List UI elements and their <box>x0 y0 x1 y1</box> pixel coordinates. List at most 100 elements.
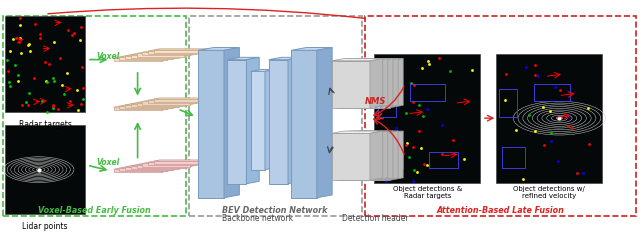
Polygon shape <box>119 56 173 57</box>
FancyBboxPatch shape <box>114 58 161 61</box>
Polygon shape <box>131 165 184 166</box>
Text: Detection header: Detection header <box>342 214 408 223</box>
Text: NMS: NMS <box>364 97 386 106</box>
Polygon shape <box>332 131 383 133</box>
FancyBboxPatch shape <box>154 161 202 164</box>
Polygon shape <box>131 53 184 55</box>
Polygon shape <box>184 52 191 57</box>
Polygon shape <box>142 51 196 52</box>
Polygon shape <box>148 161 202 162</box>
Polygon shape <box>269 57 301 60</box>
Polygon shape <box>390 131 403 180</box>
Polygon shape <box>125 104 179 105</box>
FancyBboxPatch shape <box>142 163 191 167</box>
Polygon shape <box>196 50 202 54</box>
FancyBboxPatch shape <box>142 101 191 105</box>
Polygon shape <box>114 106 168 107</box>
Polygon shape <box>137 52 191 53</box>
FancyBboxPatch shape <box>154 99 202 102</box>
Polygon shape <box>154 49 207 50</box>
FancyBboxPatch shape <box>251 71 265 170</box>
Polygon shape <box>125 55 179 56</box>
Polygon shape <box>347 58 398 61</box>
FancyBboxPatch shape <box>332 61 370 108</box>
Polygon shape <box>179 165 184 169</box>
Text: Attention-Based Late Fusion: Attention-Based Late Fusion <box>436 206 564 215</box>
Polygon shape <box>380 131 393 180</box>
Polygon shape <box>173 166 179 170</box>
Polygon shape <box>317 48 332 198</box>
Text: BEV Detection Network: BEV Detection Network <box>223 206 328 215</box>
Polygon shape <box>342 131 393 133</box>
Polygon shape <box>114 57 168 58</box>
Text: Radar targets: Radar targets <box>19 120 72 129</box>
FancyBboxPatch shape <box>332 133 370 180</box>
FancyBboxPatch shape <box>125 105 173 108</box>
Polygon shape <box>198 48 239 50</box>
Polygon shape <box>119 105 173 106</box>
FancyBboxPatch shape <box>131 104 179 107</box>
Polygon shape <box>191 51 196 55</box>
Polygon shape <box>370 131 383 180</box>
Text: Radar targets: Radar targets <box>403 194 451 199</box>
FancyBboxPatch shape <box>137 53 184 57</box>
Polygon shape <box>184 101 191 106</box>
Polygon shape <box>265 69 275 170</box>
FancyBboxPatch shape <box>5 125 85 214</box>
FancyBboxPatch shape <box>114 107 161 110</box>
FancyBboxPatch shape <box>347 61 385 108</box>
Polygon shape <box>375 131 388 180</box>
Polygon shape <box>347 131 398 133</box>
Polygon shape <box>173 104 179 108</box>
Polygon shape <box>370 58 383 108</box>
FancyBboxPatch shape <box>374 54 480 183</box>
Polygon shape <box>119 167 173 168</box>
FancyBboxPatch shape <box>291 50 317 198</box>
Polygon shape <box>202 98 207 102</box>
Polygon shape <box>288 57 301 184</box>
Polygon shape <box>224 48 239 198</box>
Polygon shape <box>179 53 184 58</box>
Polygon shape <box>161 57 168 61</box>
Polygon shape <box>380 58 393 108</box>
Polygon shape <box>332 58 383 61</box>
Polygon shape <box>385 131 398 180</box>
FancyBboxPatch shape <box>125 56 173 59</box>
Text: Object detections w/: Object detections w/ <box>513 186 585 192</box>
Polygon shape <box>352 131 403 133</box>
Polygon shape <box>337 58 388 61</box>
Polygon shape <box>161 168 168 172</box>
Text: refined velocity: refined velocity <box>522 194 576 199</box>
Polygon shape <box>142 100 196 101</box>
FancyBboxPatch shape <box>114 169 161 172</box>
Text: Voxel: Voxel <box>97 52 120 61</box>
FancyBboxPatch shape <box>125 167 173 170</box>
Polygon shape <box>137 163 191 165</box>
FancyBboxPatch shape <box>137 165 184 168</box>
FancyBboxPatch shape <box>148 51 196 54</box>
Polygon shape <box>168 105 173 109</box>
Polygon shape <box>352 58 403 61</box>
FancyBboxPatch shape <box>269 60 288 184</box>
FancyBboxPatch shape <box>342 133 380 180</box>
Polygon shape <box>173 55 179 59</box>
FancyBboxPatch shape <box>198 50 224 198</box>
FancyBboxPatch shape <box>137 102 184 106</box>
FancyBboxPatch shape <box>142 52 191 55</box>
FancyBboxPatch shape <box>148 100 196 103</box>
Polygon shape <box>196 161 202 165</box>
FancyBboxPatch shape <box>131 55 179 58</box>
Polygon shape <box>114 168 168 169</box>
Polygon shape <box>291 48 332 50</box>
Polygon shape <box>168 167 173 171</box>
FancyBboxPatch shape <box>352 133 390 180</box>
FancyBboxPatch shape <box>227 60 246 184</box>
Polygon shape <box>385 58 398 108</box>
Polygon shape <box>125 166 179 167</box>
Polygon shape <box>246 57 259 184</box>
FancyBboxPatch shape <box>148 162 196 165</box>
Polygon shape <box>390 58 403 108</box>
Polygon shape <box>251 69 275 71</box>
Polygon shape <box>184 163 191 168</box>
Polygon shape <box>202 49 207 53</box>
